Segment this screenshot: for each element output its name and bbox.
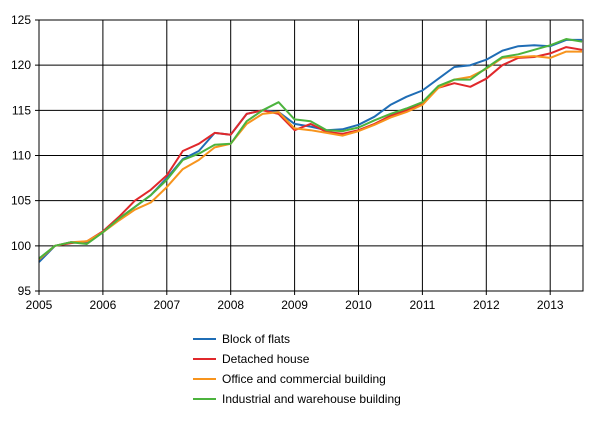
y-axis: 95 100 105 110 115 120 125 bbox=[11, 13, 31, 298]
y-tick-label: 110 bbox=[12, 149, 31, 163]
x-tick-label: 2011 bbox=[409, 298, 435, 312]
legend: Block of flats Detached house Office and c… bbox=[193, 332, 401, 406]
y-tick-label: 100 bbox=[11, 239, 31, 253]
legend-label: Detached house bbox=[222, 352, 310, 366]
x-tick-label: 2010 bbox=[345, 298, 372, 312]
y-tick-label: 95 bbox=[18, 284, 32, 298]
x-tick-label: 2007 bbox=[153, 298, 180, 312]
x-axis: 2005 2006 2007 2008 2009 2010 2011 2012 2013 bbox=[26, 298, 564, 312]
series-line-2 bbox=[38, 46, 583, 261]
x-tick-label: 2009 bbox=[281, 298, 308, 312]
plot-frame bbox=[38, 19, 584, 292]
x-tick-label: 2008 bbox=[217, 298, 244, 312]
series-lines bbox=[38, 38, 583, 263]
x-tick-label: 2012 bbox=[473, 298, 500, 312]
series-line-1 bbox=[38, 38, 583, 263]
x-tick-label: 2005 bbox=[26, 298, 53, 312]
legend-label: Industrial and warehouse building bbox=[222, 392, 401, 406]
y-tick-label: 120 bbox=[11, 58, 31, 72]
y-tick-label: 125 bbox=[11, 13, 31, 27]
y-tick-label: 115 bbox=[12, 103, 31, 117]
series-line-4 bbox=[38, 38, 583, 260]
legend-label: Block of flats bbox=[222, 332, 290, 346]
x-tick-label: 2006 bbox=[90, 298, 117, 312]
y-tick-label: 105 bbox=[11, 194, 31, 208]
grid bbox=[35, 19, 583, 295]
legend-label: Office and commercial building bbox=[222, 372, 386, 386]
x-tick-label: 2013 bbox=[537, 298, 564, 312]
